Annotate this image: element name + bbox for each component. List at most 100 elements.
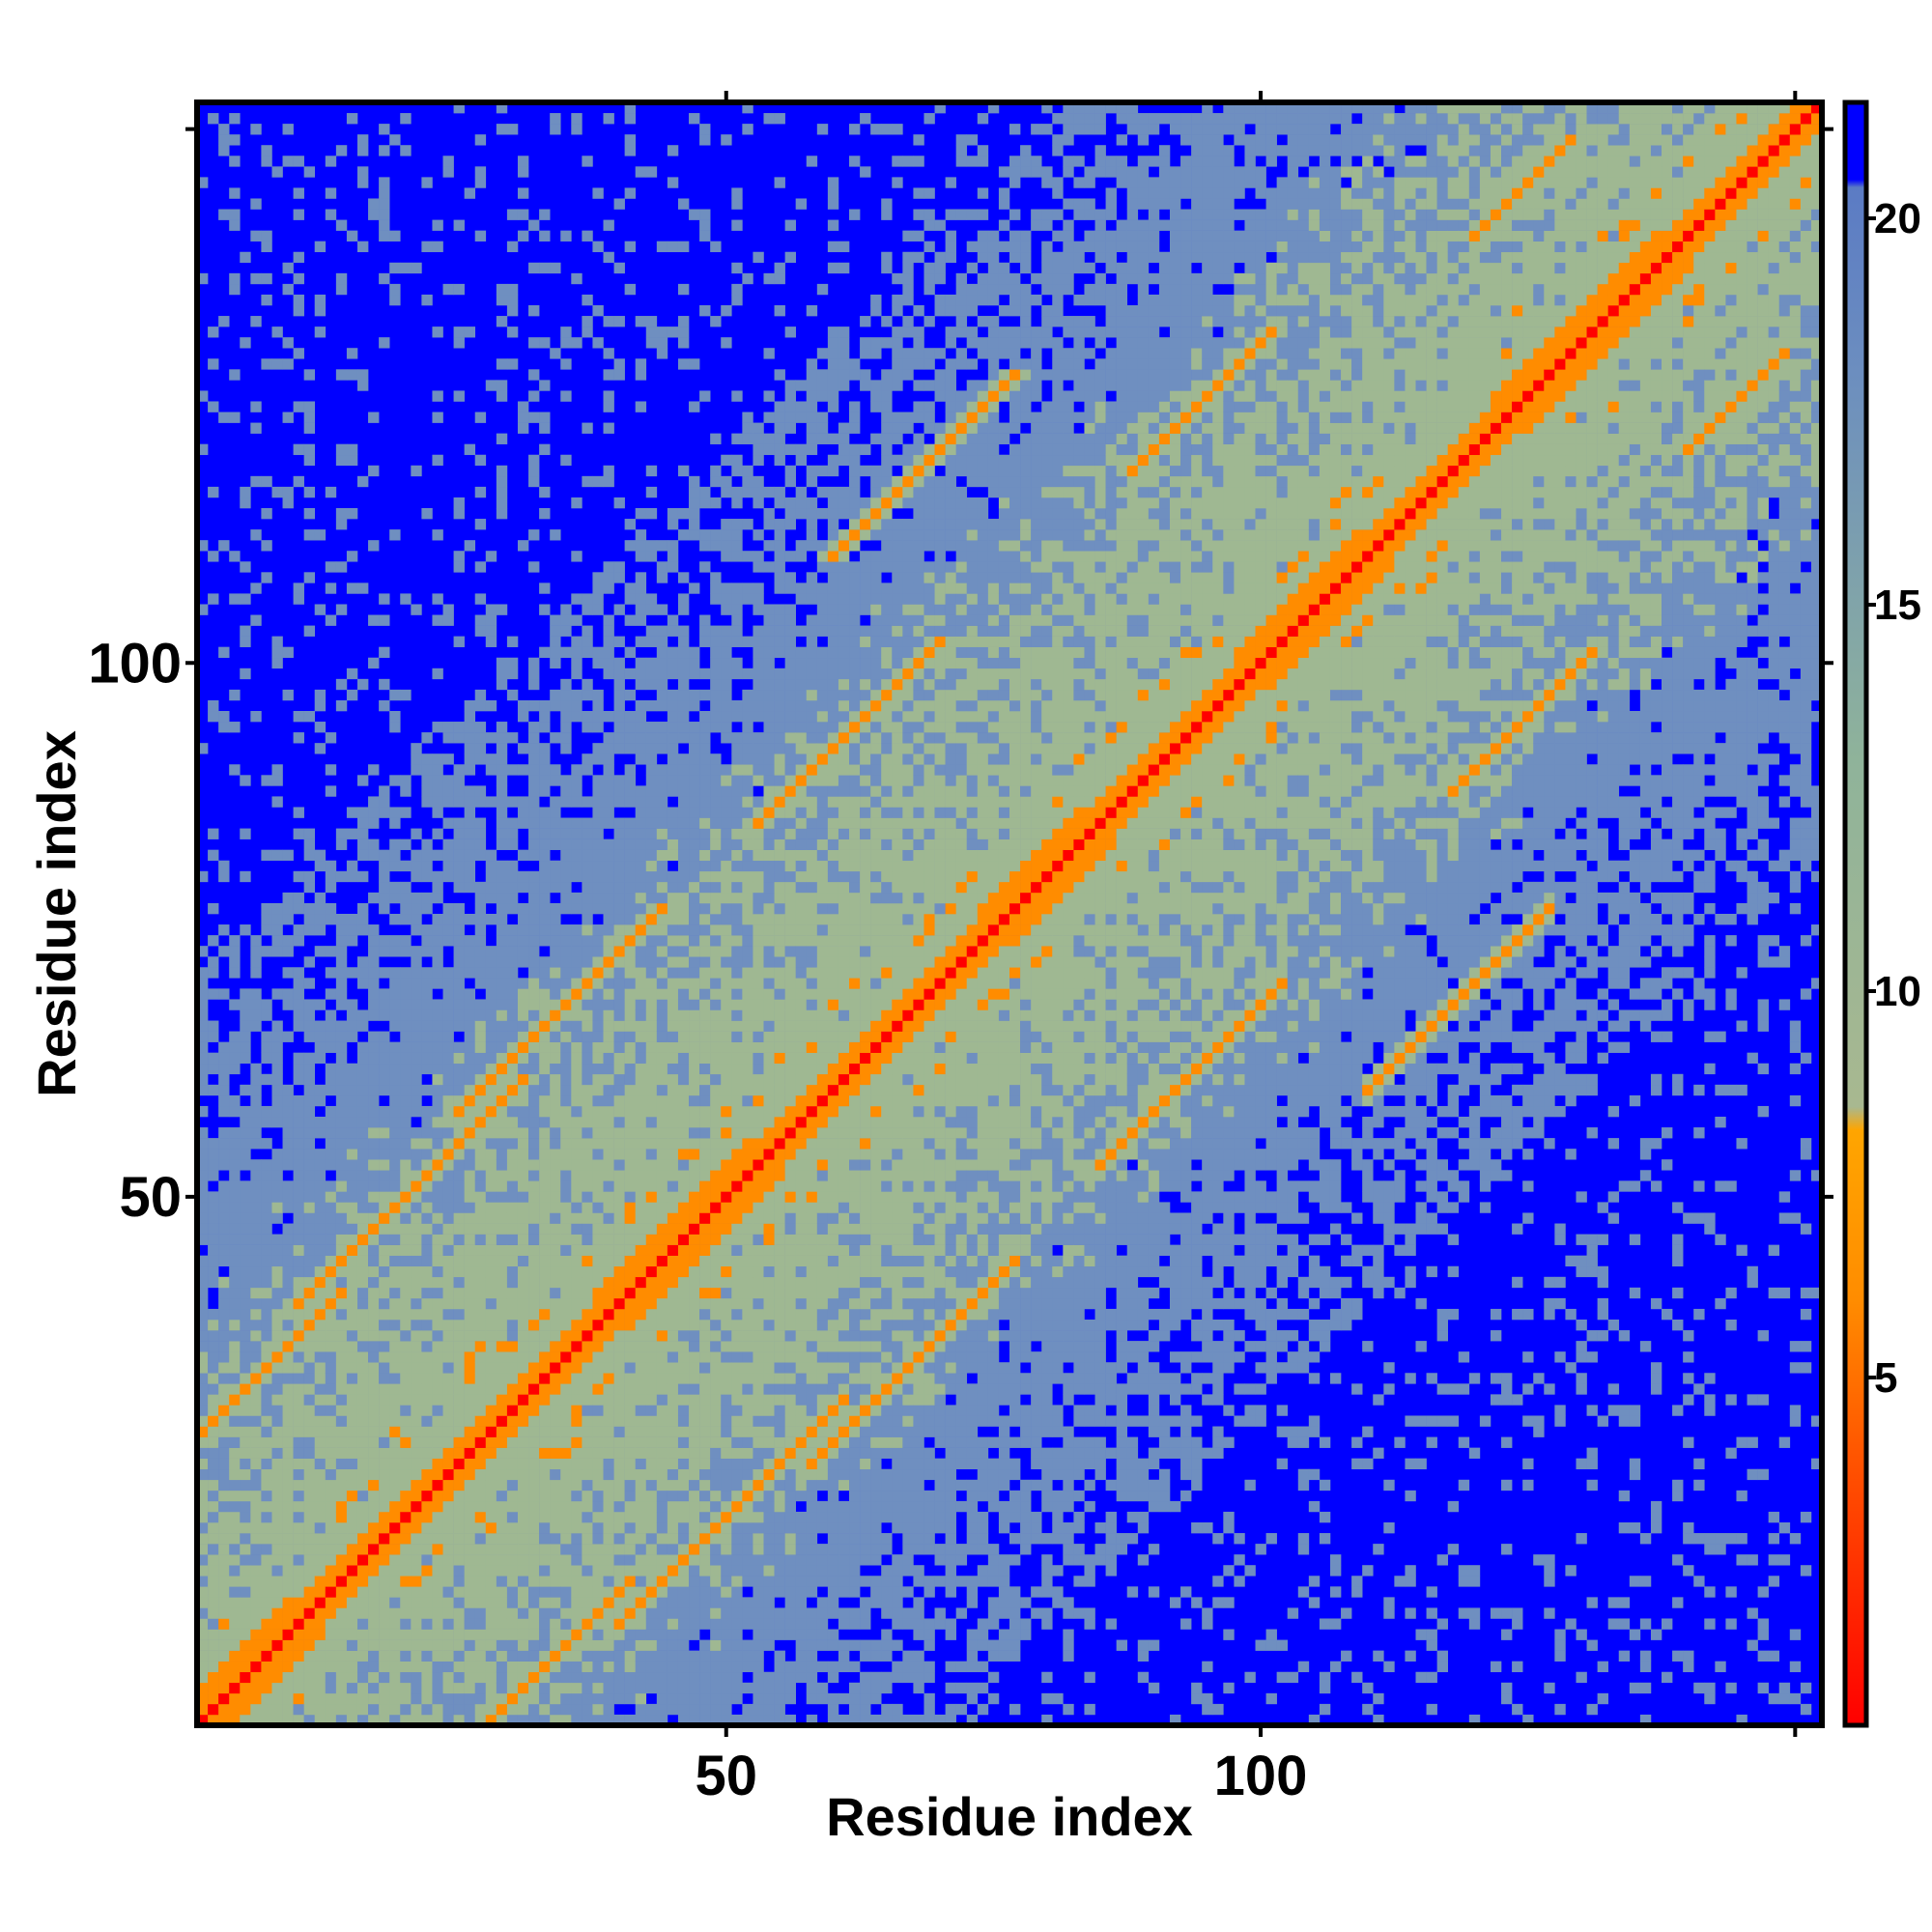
heatmap-cell (645, 316, 658, 327)
heatmap-cell (474, 1351, 487, 1363)
heatmap-cell (197, 1383, 209, 1395)
heatmap-cell (442, 785, 454, 797)
heatmap-cell (710, 860, 722, 872)
heatmap-cell (250, 988, 262, 1000)
heatmap-cell (368, 892, 380, 904)
heatmap-cell (721, 1105, 732, 1118)
heatmap-cell (389, 1009, 401, 1021)
heatmap-cell (689, 1544, 700, 1555)
heatmap-cell (432, 1094, 443, 1107)
heatmap-cell (314, 1618, 327, 1630)
heatmap-cell (689, 1533, 700, 1545)
heatmap-cell (645, 732, 658, 744)
heatmap-cell (710, 924, 722, 936)
heatmap-cell (603, 1041, 614, 1053)
heatmap-cell (603, 475, 614, 488)
heatmap-cell (400, 1405, 412, 1416)
heatmap-cell (282, 1458, 294, 1470)
heatmap-cell (656, 1650, 668, 1662)
heatmap-cell (389, 999, 401, 1010)
heatmap-cell (197, 1458, 209, 1470)
heatmap-cell (356, 1255, 369, 1267)
heatmap-cell (603, 1554, 614, 1566)
heatmap-cell (603, 657, 614, 669)
heatmap-cell (421, 1436, 433, 1448)
heatmap-cell (667, 1447, 679, 1459)
heatmap-cell (474, 1212, 487, 1224)
heatmap-cell (592, 1618, 604, 1630)
heatmap-cell (528, 1618, 540, 1630)
heatmap-cell (635, 914, 647, 925)
heatmap-cell (689, 924, 700, 936)
heatmap-cell (517, 743, 529, 754)
heatmap-cell (624, 1094, 636, 1107)
heatmap-cell (293, 1554, 304, 1566)
heatmap-cell (603, 924, 614, 936)
heatmap-cell (560, 1212, 572, 1224)
heatmap-cell (474, 1671, 487, 1684)
heatmap-cell (240, 1458, 251, 1470)
heatmap-cell (464, 1223, 476, 1235)
heatmap-cell (356, 1714, 369, 1726)
heatmap-cell (721, 657, 732, 669)
heatmap-cell (528, 1149, 540, 1160)
heatmap-cell (325, 1159, 337, 1171)
heatmap-cell (677, 924, 690, 936)
heatmap-cell (571, 838, 582, 850)
heatmap-cell (421, 1351, 433, 1363)
heatmap-cell (485, 604, 497, 615)
heatmap-cell (613, 1618, 625, 1630)
heatmap-cell (689, 1373, 700, 1384)
heatmap-cell (635, 1458, 647, 1470)
heatmap-cell (314, 892, 327, 904)
heatmap-cell (432, 1447, 443, 1459)
heatmap-cell (346, 1576, 358, 1587)
heatmap-cell (335, 604, 348, 615)
heatmap-cell (325, 1629, 337, 1640)
heatmap-cell (250, 1692, 262, 1705)
heatmap-cell (218, 1544, 230, 1555)
heatmap-cell (303, 1447, 316, 1459)
heatmap-cell (293, 593, 304, 605)
heatmap-cell (689, 1020, 700, 1032)
heatmap-cell (218, 209, 230, 220)
heatmap-cell (474, 892, 487, 904)
heatmap-cell (282, 1297, 294, 1310)
heatmap-cell (624, 1105, 636, 1118)
heatmap-cell (635, 1479, 647, 1492)
heatmap-cell (379, 1308, 390, 1321)
heatmap-cell (550, 1458, 561, 1470)
heatmap-cell (582, 1320, 593, 1331)
heatmap-cell (656, 1618, 668, 1630)
heatmap-cell (539, 422, 551, 434)
heatmap-cell (250, 1544, 262, 1555)
heatmap-cell (346, 1149, 358, 1160)
heatmap-cell (496, 1597, 508, 1608)
heatmap-cell (411, 1554, 422, 1566)
heatmap-cell (346, 860, 358, 872)
heatmap-cell (379, 614, 390, 626)
heatmap-cell (710, 1607, 722, 1619)
heatmap-cell (710, 1436, 722, 1448)
heatmap-cell (368, 1511, 380, 1523)
heatmap-cell (699, 1212, 711, 1224)
heatmap-cell (389, 1533, 401, 1545)
heatmap-cell (710, 1383, 722, 1395)
heatmap-cell (603, 1671, 614, 1684)
heatmap-cell (721, 838, 732, 850)
heatmap-cell (721, 722, 732, 733)
heatmap-cell (592, 1159, 604, 1171)
heatmap-cell (517, 1607, 529, 1619)
heatmap-cell (677, 1138, 690, 1150)
heatmap-cell (208, 1533, 219, 1545)
heatmap-cell (197, 1661, 209, 1673)
heatmap-cell (400, 1468, 412, 1481)
heatmap-cell (335, 1320, 348, 1331)
heatmap-cell (453, 1094, 465, 1107)
heatmap-cell (517, 540, 529, 552)
heatmap-cell (506, 1426, 519, 1437)
heatmap-cell (635, 881, 647, 894)
heatmap-cell (592, 699, 604, 712)
heatmap-cell (517, 1341, 529, 1352)
heatmap-cell (603, 1405, 614, 1416)
